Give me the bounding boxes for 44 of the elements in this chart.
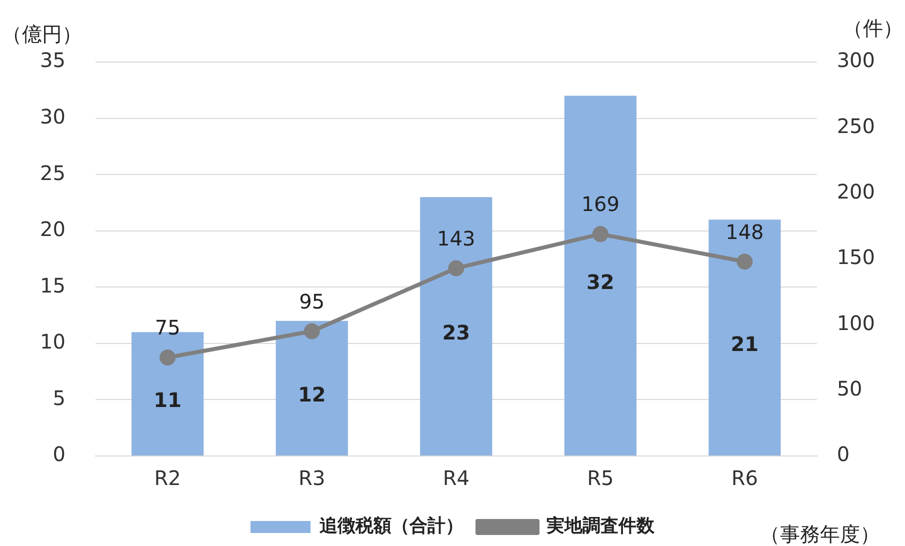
x-tick-label: R2 [154,466,181,490]
x-tick-label: R5 [587,466,614,490]
y2-tick-label: 250 [836,114,876,138]
point [592,226,608,242]
data-label: 75 [154,316,180,340]
y2-tick-label: 50 [836,376,862,401]
bar [708,220,781,456]
bar [420,197,492,456]
y2-tick-label: 200 [836,180,876,204]
y2-tick-label: 300 [836,48,876,72]
x-tick-label: R6 [731,466,758,490]
y2-tick-label: 150 [836,245,876,270]
bar [276,320,348,456]
y2-tick-label: 0 [836,442,850,466]
text: （事務年度） [760,522,880,546]
point [160,350,176,366]
y-tick-label: 0 [52,442,66,466]
y-tick-label: 20 [40,217,66,242]
y-tick-label: 10 [40,330,66,354]
y2-tick-label: 100 [836,310,876,335]
y-tick-label: 30 [40,104,66,128]
data-label: 169 [581,192,620,216]
y-tick-label: 5 [52,386,66,410]
point [304,323,320,340]
y-tick-label: 25 [40,160,66,185]
y2-axis-title: （件） [843,16,903,40]
point [448,260,464,276]
data-label: 95 [299,289,325,314]
data-label: 11 [154,388,182,412]
y-axis-title: （億円） [2,22,82,46]
legend-label: 実地調査件数 [546,516,656,537]
data-label: 148 [726,220,764,244]
y-tick-label: 15 [40,273,66,298]
bar [564,96,636,456]
y-tick-label: 35 [40,48,66,72]
x-tick-label: R3 [298,466,326,490]
point [736,254,753,270]
data-label: 23 [442,320,470,344]
data-label: 12 [298,382,326,406]
data-label: 32 [586,270,614,294]
data-label: 143 [437,226,476,250]
x-tick-label: R4 [442,466,470,490]
legend-label: 追徴税額（合計） [318,516,464,537]
data-label: 21 [730,332,759,356]
